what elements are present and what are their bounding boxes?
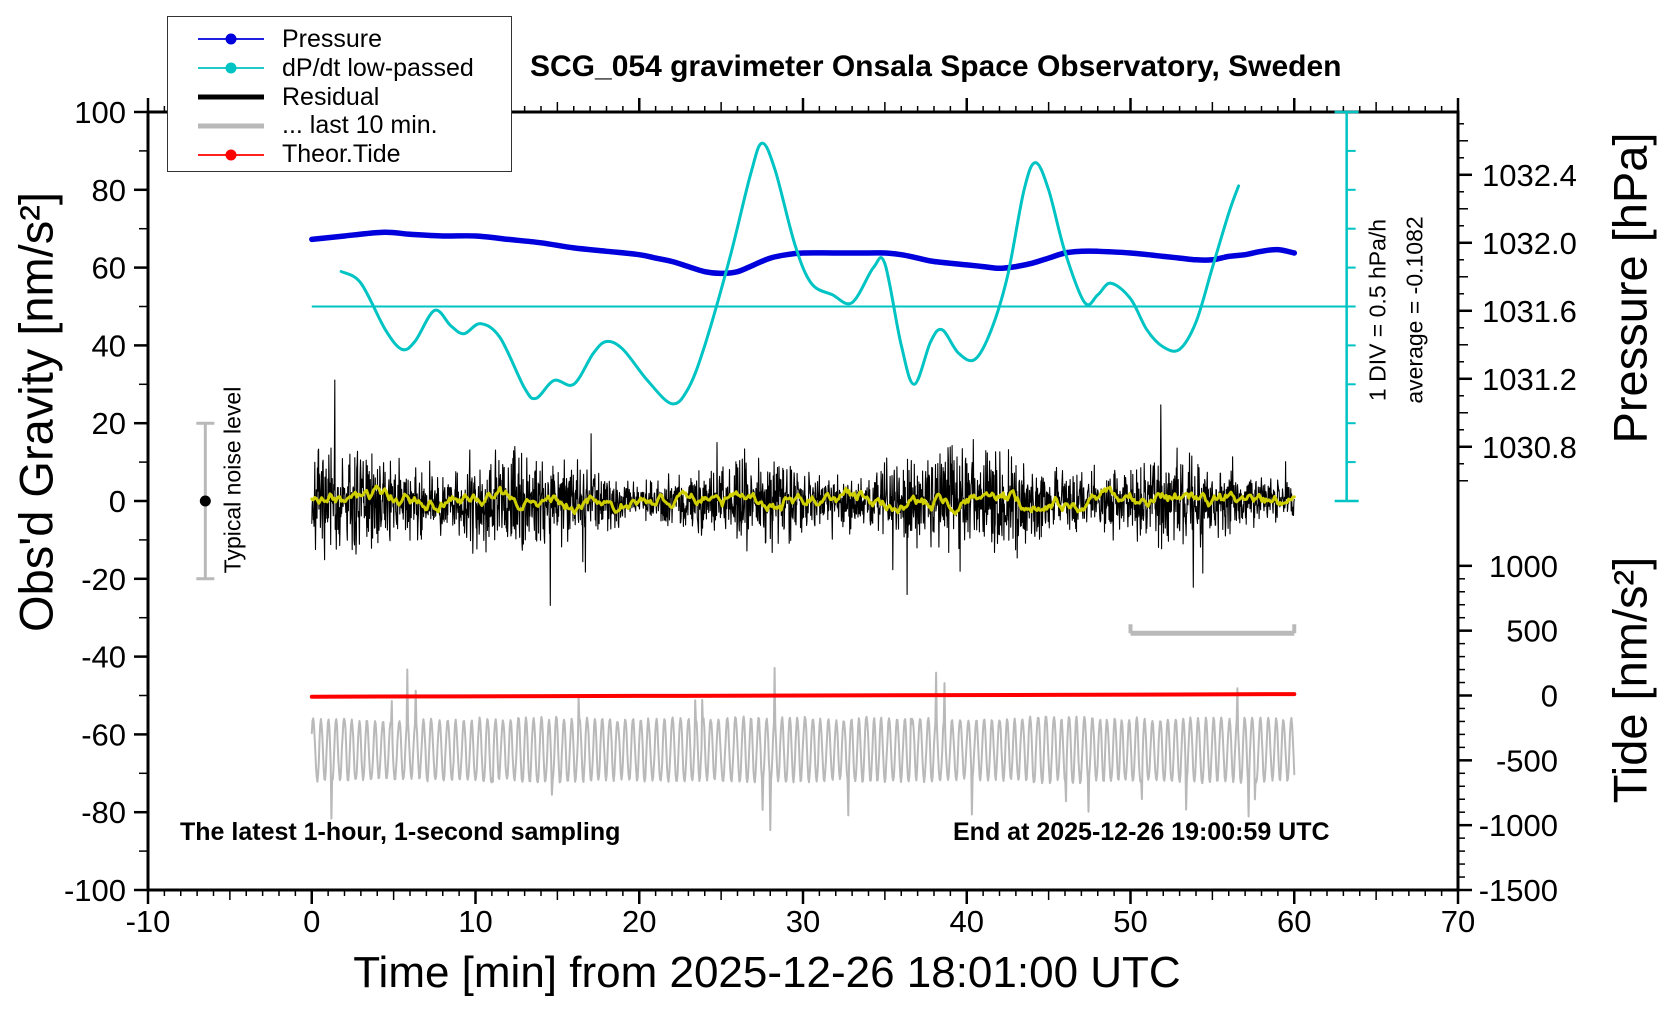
tide-tick-label: -1000 — [1479, 808, 1558, 843]
noise-level-dot — [199, 495, 211, 507]
tide-tick-label: -1500 — [1479, 873, 1558, 908]
pressure-tick-label: 1030.8 — [1482, 430, 1577, 465]
typical-noise-label: Typical noise level — [219, 386, 246, 574]
series-theor-tide — [309, 692, 1297, 699]
legend-item-label: Residual — [282, 82, 380, 111]
pressure-tick-label: 1031.6 — [1482, 294, 1577, 329]
legend-item-label: Theor.Tide — [282, 140, 401, 169]
gravity-axis-title: Obs'd Gravity [nm/s²] — [9, 192, 63, 632]
tide-axis-title: Tide [nm/s²] — [1603, 556, 1657, 804]
series-last-10-min — [310, 666, 1296, 832]
gravity-tick-label: -40 — [81, 640, 126, 675]
x-tick-label: -10 — [126, 904, 171, 939]
legend-item-label: ... last 10 min. — [282, 111, 438, 140]
legend-item-4: Theor.Tide — [168, 140, 511, 169]
gravity-tick-label: 40 — [92, 328, 126, 363]
gravity-tick-label: 100 — [74, 95, 126, 130]
gravity-tick-label: 0 — [109, 484, 126, 519]
gravity-tick-label: 60 — [92, 251, 126, 286]
legend: Pressure dP/dt low-passed Residual... last… — [167, 16, 512, 172]
legend-sample-icon — [198, 33, 264, 45]
tide-tick-label: -500 — [1496, 743, 1558, 778]
gravity-tick-label: 80 — [92, 173, 126, 208]
pressure-tick-label: 1031.2 — [1482, 362, 1577, 397]
x-tick-label: 20 — [622, 904, 656, 939]
gravity-tick-label: -100 — [64, 873, 126, 908]
tide-tick-label: 0 — [1541, 679, 1558, 714]
gravity-tick-label: -60 — [81, 717, 126, 752]
x-tick-label: 40 — [950, 904, 984, 939]
pressure-axis-title: Pressure [hPa] — [1603, 132, 1657, 444]
gravity-tick-label: 20 — [92, 406, 126, 441]
series-dp-dt-low-passed — [339, 141, 1241, 406]
x-tick-label: 10 — [458, 904, 492, 939]
pressure-tick-label: 1032.0 — [1482, 226, 1577, 261]
legend-item-2: Residual — [168, 83, 511, 112]
div-scale-note: 1 DIV = 0.5 hPa/h — [1364, 218, 1391, 402]
tide-tick-label: 1000 — [1489, 549, 1558, 584]
legend-sample-icon — [198, 149, 264, 161]
legend-item-label: dP/dt low-passed — [282, 53, 474, 82]
legend-sample-icon — [198, 123, 264, 129]
x-tick-label: 50 — [1113, 904, 1147, 939]
x-tick-label: 60 — [1277, 904, 1311, 939]
gravity-tick-label: -20 — [81, 562, 126, 597]
series-pressure — [309, 229, 1298, 277]
x-tick-label: 70 — [1441, 904, 1475, 939]
tide-tick-label: 500 — [1506, 614, 1558, 649]
gravity-tick-label: -80 — [81, 795, 126, 830]
sampling-note: The latest 1-hour, 1-second sampling — [180, 818, 621, 846]
pressure-tick-label: 1032.4 — [1482, 158, 1577, 193]
x-tick-label: 30 — [786, 904, 820, 939]
legend-item-0: Pressure — [168, 25, 511, 54]
legend-item-3: ... last 10 min. — [168, 111, 511, 140]
page-title: SCG_054 gravimeter Onsala Space Observat… — [530, 50, 1342, 83]
average-note: average = -0.1082 — [1401, 216, 1428, 404]
legend-sample-icon — [198, 62, 264, 74]
legend-sample-icon — [198, 94, 264, 100]
x-axis-title: Time [min] from 2025-12-26 18:01:00 UTC — [353, 948, 1181, 997]
series-residual — [311, 379, 1295, 606]
legend-item-label: Pressure — [282, 24, 383, 53]
end-time-note: End at 2025-12-26 19:00:59 UTC — [953, 818, 1330, 846]
series-residual-low-passed — [310, 484, 1296, 516]
legend-item-1: dP/dt low-passed — [168, 54, 511, 83]
x-tick-label: 0 — [303, 904, 320, 939]
